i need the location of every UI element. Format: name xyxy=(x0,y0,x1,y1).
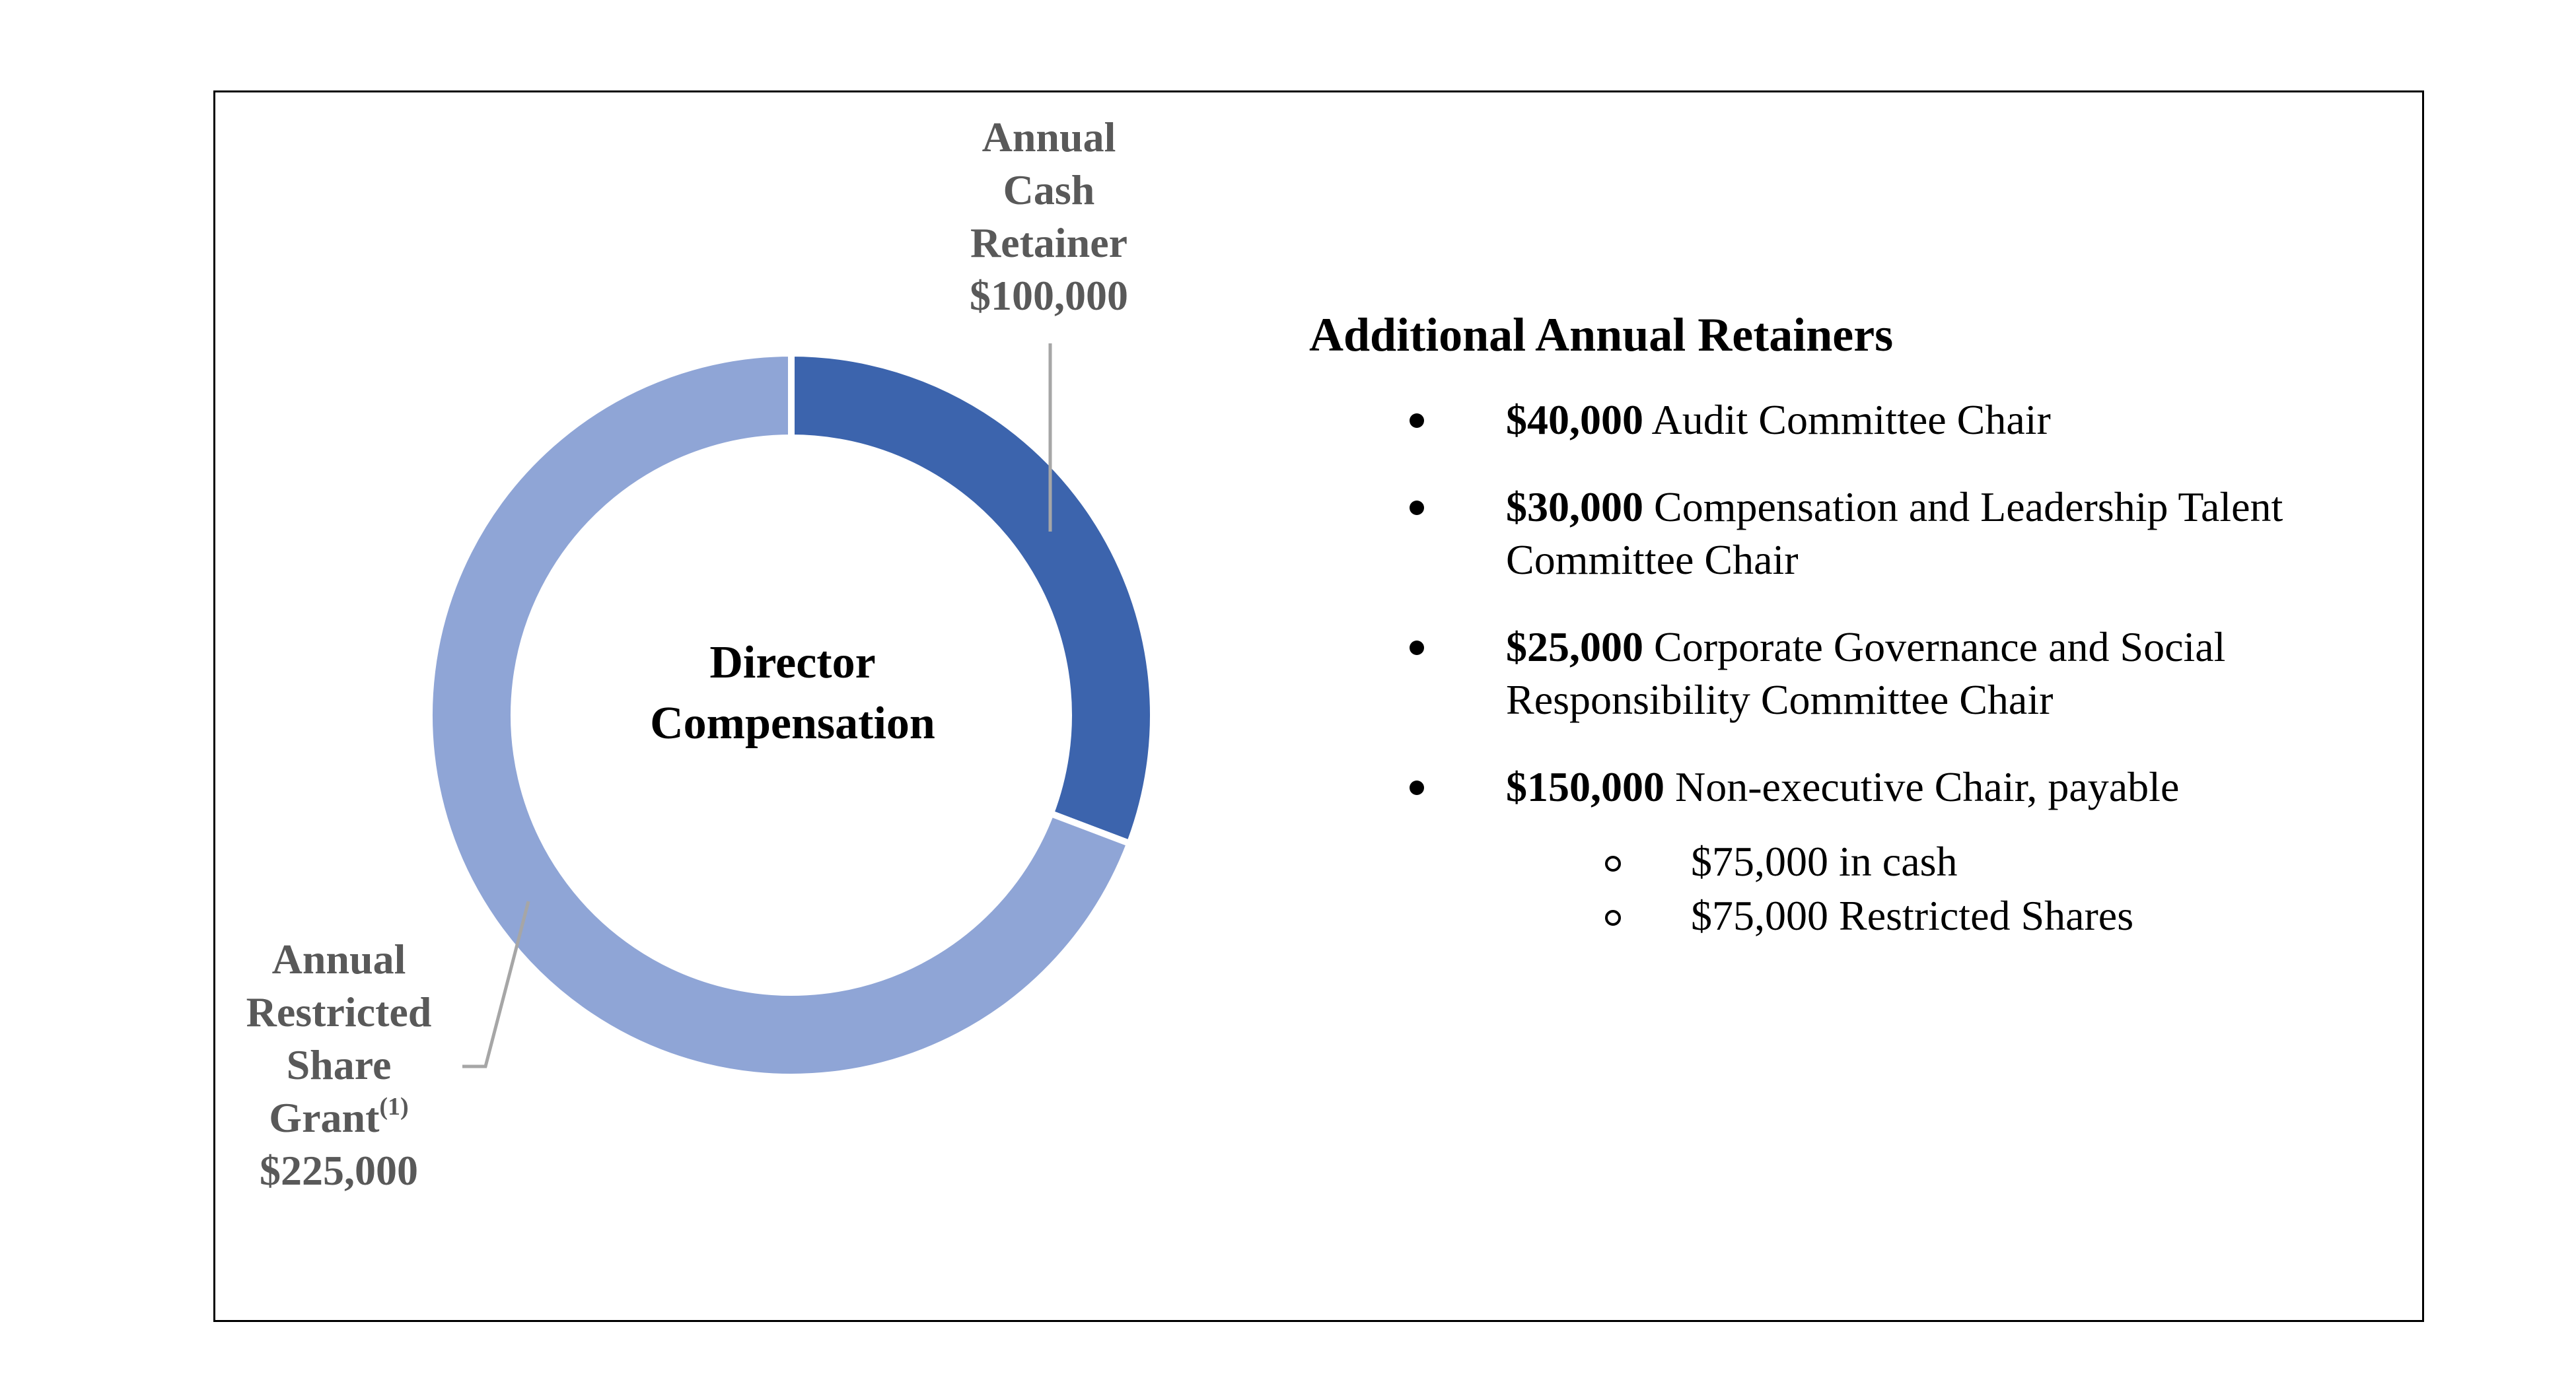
retainer-amount: $40,000 xyxy=(1506,396,1643,443)
additional-retainers-panel: Additional Annual Retainers $40,000 Audi… xyxy=(1309,305,2432,943)
retainer-description-cont: Responsibility Committee Chair xyxy=(1506,676,2054,723)
slice-label-line: Share xyxy=(286,1041,392,1088)
slice-value-label: $225,000 xyxy=(260,1147,418,1194)
slice-label-line: Retainer xyxy=(970,219,1128,266)
bullet-icon xyxy=(1410,641,1424,655)
center-title-line: Compensation xyxy=(650,698,935,749)
hollow-bullet-icon xyxy=(1605,856,1621,872)
bullet-icon xyxy=(1410,413,1424,428)
hollow-bullet-icon xyxy=(1605,910,1621,926)
retainer-item: $25,000 Corporate Governance and Social … xyxy=(1309,621,2432,726)
slice-label-line: Restricted xyxy=(246,989,432,1035)
retainer-amount: $30,000 xyxy=(1506,483,1643,530)
sub-item-text: $75,000 in cash xyxy=(1691,838,1958,885)
retainer-description-cont: Committee Chair xyxy=(1506,536,1799,583)
chair-payment-sublist: $75,000 in cash $75,000 Restricted Share… xyxy=(1309,835,2432,943)
slice-label-word: Grant xyxy=(269,1094,380,1141)
center-title-line: Director xyxy=(709,637,876,688)
slice-label-restricted-share: Annual Restricted Share Grant(1) $225,00… xyxy=(207,933,471,1197)
sub-item: $75,000 Restricted Shares xyxy=(1309,889,2432,943)
sub-item: $75,000 in cash xyxy=(1309,835,2432,889)
retainer-description: Audit Committee Chair xyxy=(1651,396,2051,443)
slice-value-label: $100,000 xyxy=(970,272,1128,319)
retainer-amount: $25,000 xyxy=(1506,623,1643,670)
footnote-marker: (1) xyxy=(379,1093,409,1121)
retainer-amount: $150,000 xyxy=(1506,763,1664,810)
sub-item-text: $75,000 Restricted Shares xyxy=(1691,892,2134,939)
retainer-description: Corporate Governance and Social xyxy=(1654,623,2226,670)
retainers-title: Additional Annual Retainers xyxy=(1309,308,1894,361)
retainer-item: $150,000 Non-executive Chair, payable xyxy=(1309,761,2432,814)
slice-label-line: Cash xyxy=(1003,166,1095,213)
bullet-icon xyxy=(1410,781,1424,795)
retainer-description: Compensation and Leadership Talent xyxy=(1654,483,2283,530)
slice-label-line: Annual xyxy=(271,936,406,983)
retainer-item: $30,000 Compensation and Leadership Tale… xyxy=(1309,481,2432,586)
bullet-icon xyxy=(1410,501,1424,515)
donut-slice-0 xyxy=(788,349,1157,848)
donut-slice-1 xyxy=(426,349,1134,1080)
figure-frame xyxy=(213,90,2424,1322)
retainer-item: $40,000 Audit Committee Chair xyxy=(1309,394,2432,446)
slice-label-cash-retainer: Annual Cash Retainer $100,000 xyxy=(917,111,1181,322)
retainer-description: Non-executive Chair, payable xyxy=(1675,763,2180,810)
donut-center-title: Director Compensation xyxy=(594,633,991,754)
slice-label-line: Grant(1) xyxy=(207,1092,471,1144)
leader-line-restricted-share xyxy=(462,901,530,1068)
slice-label-line: Annual xyxy=(982,114,1116,160)
